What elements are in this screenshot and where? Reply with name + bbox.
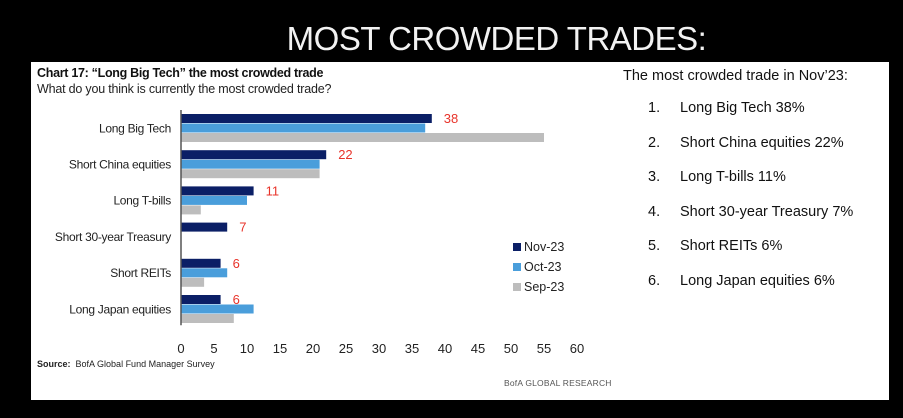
bar-sep-23 xyxy=(181,169,320,179)
data-label: 22 xyxy=(338,147,352,162)
legend-label: Nov-23 xyxy=(524,240,564,254)
legend-swatch-sep-23 xyxy=(513,283,521,291)
data-label: 38 xyxy=(444,111,458,126)
rank-text: Short China equities 22% xyxy=(680,134,844,151)
rank-number: 3. xyxy=(648,169,661,185)
chart-title: Chart 17: “Long Big Tech” the most crowd… xyxy=(37,66,324,80)
rank-text: Long Big Tech 38% xyxy=(680,100,805,116)
rank-number: 6. xyxy=(648,272,661,289)
x-tick-label: 35 xyxy=(405,341,419,356)
rank-text: Long T-bills 11% xyxy=(680,169,786,185)
bar-nov-23 xyxy=(181,222,228,232)
category-label: Short China equities xyxy=(69,157,171,171)
category-label: Long T-bills xyxy=(113,194,171,208)
bar-sep-23 xyxy=(181,205,201,215)
data-label: 6 xyxy=(233,256,240,271)
bar-sep-23 xyxy=(181,133,544,142)
rank-number: 2. xyxy=(648,134,661,151)
rank-text: Long Japan equities 6% xyxy=(680,272,835,289)
bar-oct-23 xyxy=(181,123,426,133)
bar-nov-23 xyxy=(181,258,221,268)
bar-oct-23 xyxy=(181,268,228,278)
x-tick-label: 40 xyxy=(438,341,452,356)
headline: MOST CROWDED TRADES: xyxy=(286,20,707,57)
bar-nov-23 xyxy=(181,150,327,160)
bar-chart: Long Big Tech 38 Short China equities 22 Lon… xyxy=(55,110,584,356)
x-tick-label: 20 xyxy=(306,341,320,356)
x-tick-label: 25 xyxy=(339,341,353,356)
data-label: 11 xyxy=(266,183,280,198)
bar-nov-23 xyxy=(181,114,432,123)
x-tick-label: 60 xyxy=(570,341,584,356)
x-tick-label: 0 xyxy=(177,341,184,356)
bar-oct-23 xyxy=(181,195,247,205)
bar-sep-23 xyxy=(181,277,205,287)
data-label: 7 xyxy=(239,220,246,235)
x-tick-label: 45 xyxy=(471,341,485,356)
category-label: Short REITs xyxy=(110,266,171,280)
chart-subtitle: What do you think is currently the most … xyxy=(37,82,332,96)
rank-text: Short REITs 6% xyxy=(680,238,783,254)
x-tick-label: 15 xyxy=(273,341,287,356)
bar-nov-23 xyxy=(181,186,254,196)
ranked-item: 5. Short REITs 6% xyxy=(648,238,853,273)
bar-oct-23 xyxy=(181,304,254,314)
rank-text: Short 30-year Treasury 7% xyxy=(680,203,854,220)
ranked-list: 1. Long Big Tech 38% 2. Short China equiti… xyxy=(648,100,853,307)
category-label: Long Big Tech xyxy=(99,121,171,135)
source-text: BofA Global Fund Manager Survey xyxy=(75,359,215,369)
category-label: Long Japan equities xyxy=(69,302,171,316)
legend-label: Sep-23 xyxy=(524,280,564,294)
ranked-item: 6. Long Japan equities 6% xyxy=(648,273,853,308)
rank-number: 5. xyxy=(648,238,661,254)
ranked-item: 3. Long T-bills 11% xyxy=(648,169,853,204)
data-label: 6 xyxy=(233,292,240,307)
x-tick-label: 5 xyxy=(210,341,217,356)
source-note: Source: BofA Global Fund Manager Survey xyxy=(37,359,215,369)
side-panel-title: The most crowded trade in Nov’23: xyxy=(623,68,848,84)
source-label: Source: xyxy=(37,359,71,369)
x-tick-label: 50 xyxy=(504,341,518,356)
legend-label: Oct-23 xyxy=(524,260,562,274)
brand-label: BofA GLOBAL RESEARCH xyxy=(504,378,612,388)
x-tick-label: 55 xyxy=(537,341,551,356)
ranked-item: 1. Long Big Tech 38% xyxy=(648,100,853,135)
rank-number: 1. xyxy=(648,100,661,116)
ranked-item: 4. Short 30-year Treasury 7% xyxy=(648,204,853,239)
x-tick-label: 30 xyxy=(372,341,386,356)
bar-sep-23 xyxy=(181,314,234,323)
chart-panel: Chart 17: “Long Big Tech” the most crowd… xyxy=(31,62,889,400)
legend-swatch-oct-23 xyxy=(513,263,521,271)
x-tick-label: 10 xyxy=(240,341,254,356)
legend-swatch-nov-23 xyxy=(513,243,521,251)
rank-number: 4. xyxy=(648,203,661,220)
ranked-item: 2. Short China equities 22% xyxy=(648,135,853,170)
bar-oct-23 xyxy=(181,159,320,169)
bar-nov-23 xyxy=(181,295,221,304)
category-label: Short 30-year Treasury xyxy=(55,230,171,244)
